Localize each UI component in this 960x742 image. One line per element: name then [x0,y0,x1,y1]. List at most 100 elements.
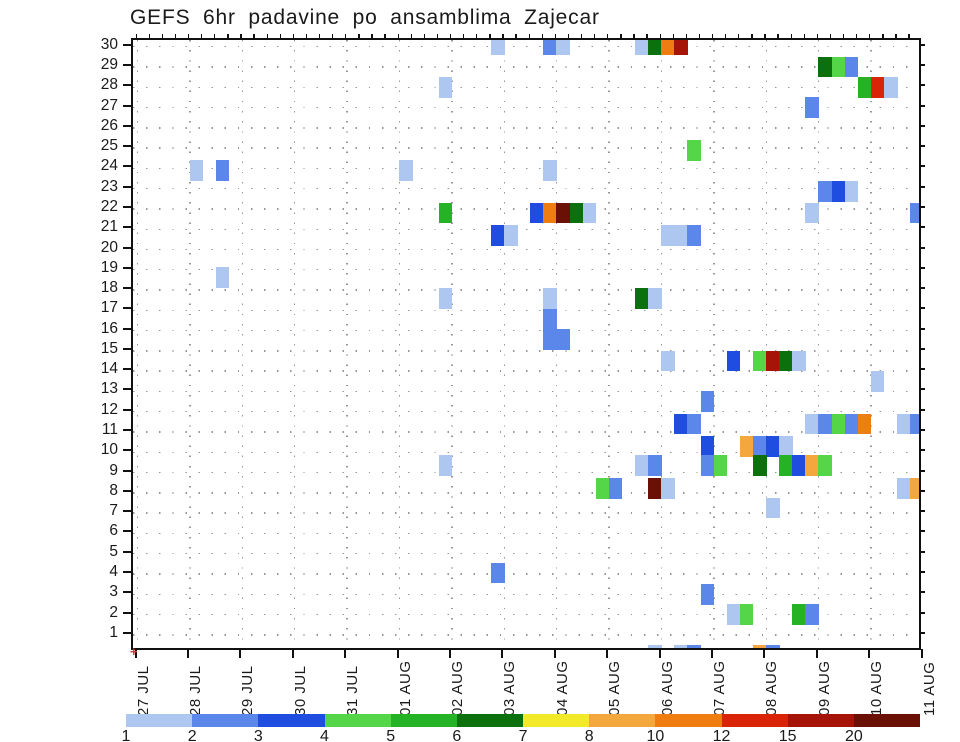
y-axis-label: 28 [100,76,118,94]
colorbar-label: 12 [712,728,731,742]
heat-cell [779,435,793,457]
vertical-gridline [503,40,505,648]
horizontal-gridline [133,370,919,372]
horizontal-gridline [133,573,919,575]
heat-cell [687,139,702,161]
y-axis-label: 24 [100,157,118,175]
top-minor-tick [816,34,819,38]
horizontal-gridline [133,411,919,413]
top-minor-tick [711,34,714,38]
heat-cell [648,455,662,476]
x-axis-label: 27 JUL [134,665,152,716]
heat-cell [818,455,833,476]
horizontal-gridline [133,147,919,149]
top-minor-tick [318,34,321,38]
y-axis-label: 5 [109,542,118,560]
y-axis-label: 30 [100,35,118,53]
heat-cell [844,56,859,78]
top-minor-tick [174,34,177,38]
y-tick-mark-right [919,185,925,188]
heat-cell [438,287,453,309]
top-minor-tick [279,34,281,38]
top-minor-tick [580,34,583,38]
y-tick-mark-right [919,368,925,371]
heat-cell [805,97,819,118]
colorbar-segment [589,714,656,727]
horizontal-gridline [133,613,919,616]
horizontal-gridline [133,228,919,230]
heat-cell [831,413,846,435]
y-tick-mark [123,489,131,492]
top-minor-tick [410,34,412,38]
top-minor-tick [253,34,255,38]
x-axis-label: 01 AUG [396,660,414,716]
heat-cell [726,350,741,372]
colorbar-segment [456,714,524,727]
y-tick-mark [123,307,131,310]
top-minor-tick [751,34,753,38]
heat-cell [608,478,623,500]
y-axis-label: 22 [100,197,118,215]
y-tick-mark-right [919,104,925,107]
x-tick-mark [763,649,766,658]
y-axis-label: 2 [109,603,118,621]
y-tick-mark-right [919,124,925,127]
horizontal-gridline [133,167,919,170]
y-axis-label: 7 [109,502,118,520]
y-tick-mark-right [919,469,925,472]
heat-cell [595,478,610,500]
y-axis-label: 20 [100,238,118,256]
x-tick-mark [186,649,189,658]
top-minor-tick [345,34,347,38]
y-tick-mark [123,104,131,107]
x-tick-mark [658,649,661,658]
y-tick-mark [123,550,131,553]
vertical-gridline [713,40,715,648]
y-tick-mark [123,145,131,148]
y-axis-label: 11 [101,421,118,439]
colorbar-label: 3 [253,728,263,742]
heat-cell [635,40,649,56]
y-axis-label: 18 [100,279,118,297]
x-axis-label: 11 AUG [920,661,938,716]
x-tick-mark [553,649,556,658]
top-minor-tick [515,34,517,38]
top-minor-tick [567,34,570,38]
y-tick-mark-right [919,145,925,148]
top-minor-tick [659,34,661,38]
x-tick-mark [868,649,871,658]
origin-marker-icon: + [130,644,138,659]
colorbar-segment [324,714,391,727]
vertical-gridline [398,40,401,648]
heat-cell [766,350,780,372]
vertical-gridline [136,40,139,648]
y-tick-mark [123,246,131,249]
heat-cell [844,181,859,203]
y-tick-mark [123,631,131,634]
top-minor-tick [476,34,478,38]
horizontal-gridline [133,492,919,494]
y-tick-mark [123,43,131,46]
top-minor-tick [227,34,229,38]
heat-cell [779,350,793,372]
colorbar-segment [258,714,325,727]
y-axis-label: 15 [100,339,118,357]
heat-cell [897,413,911,435]
y-tick-mark-right [919,429,925,432]
heat-cell [857,413,872,435]
x-tick-mark [710,649,713,658]
top-minor-tick [790,34,792,38]
x-tick-mark [134,649,137,658]
y-axis-label: 12 [100,400,118,418]
x-axis-label: 06 AUG [658,660,676,716]
top-minor-tick [725,34,727,38]
heat-cell [543,202,557,224]
heat-cell [883,76,898,98]
heat-cell [215,267,230,289]
y-tick-mark-right [919,307,925,310]
x-tick-mark [606,649,609,658]
top-minor-tick [292,34,295,38]
y-tick-mark [123,570,131,573]
y-axis-label: 1 [109,623,118,641]
horizontal-gridline [133,350,919,352]
